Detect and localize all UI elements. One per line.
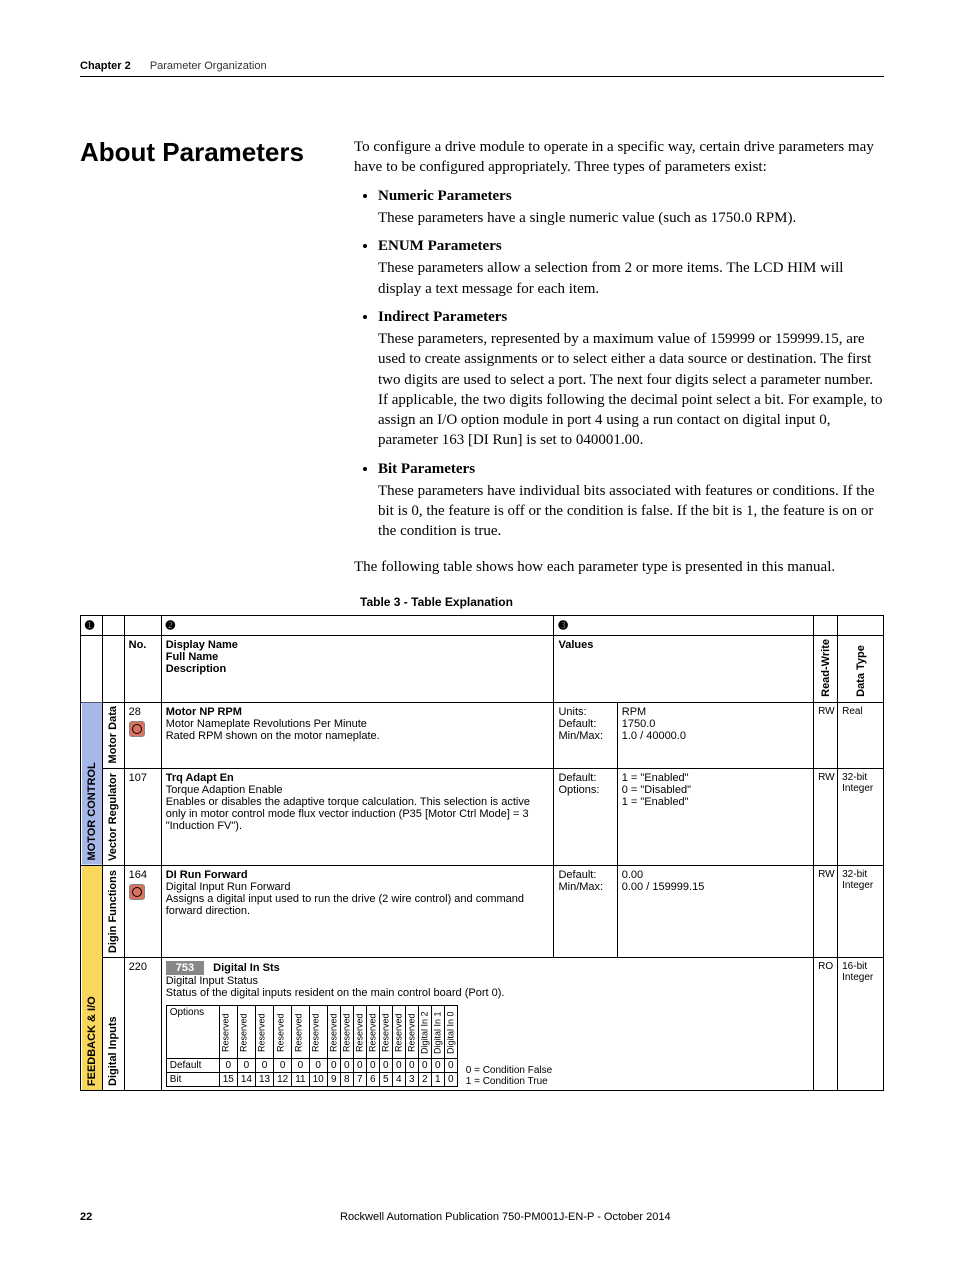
link-icon (129, 884, 145, 900)
value-keys: Units: Default: Min/Max: (554, 702, 617, 768)
bit-options-label: Options (166, 1006, 219, 1059)
value-vals: RPM 1750.0 1.0 / 40000.0 (617, 702, 813, 768)
blank (124, 615, 161, 635)
type-desc: These parameters allow a selection from … (378, 258, 884, 299)
dt: 16-bit Integer (838, 958, 884, 1091)
subgroup-vector-regulator: Vector Regulator (102, 769, 124, 866)
intro-text: To configure a drive module to operate i… (354, 139, 874, 175)
param-desc: Trq Adapt En Torque Adaption Enable Enab… (161, 769, 554, 866)
value-keys: Default: Min/Max: (554, 866, 617, 958)
col-dt: Data Type (838, 635, 884, 702)
publication-info: Rockwell Automation Publication 750-PM00… (340, 1211, 884, 1223)
blank (838, 615, 884, 635)
bit-default-label: Default (166, 1059, 219, 1073)
link-icon (129, 721, 145, 737)
header-title: Parameter Organization (150, 60, 267, 72)
type-name: Bit Parameters (378, 461, 475, 477)
page-number: 22 (80, 1211, 340, 1223)
list-item: Numeric Parameters These parameters have… (378, 186, 884, 229)
dt: Real (838, 702, 884, 768)
bit-table: Options Reserved Reserved Reserved Reser… (166, 1005, 458, 1087)
list-item: Indirect Parameters These parameters, re… (378, 307, 884, 451)
blank (81, 635, 103, 702)
page-header: Chapter 2 Parameter Organization (80, 60, 884, 77)
param-desc: Motor NP RPM Motor Nameplate Revolutions… (161, 702, 554, 768)
group-motor-control: MOTOR CONTROL (81, 702, 103, 865)
col-display-name: Display Name Full Name Description (161, 635, 554, 702)
intro-block: To configure a drive module to operate i… (354, 137, 884, 577)
rw: RW (814, 866, 838, 958)
type-name: Indirect Parameters (378, 309, 507, 325)
param-no: 164 (124, 866, 161, 958)
param-no: 107 (124, 769, 161, 866)
value-vals: 0.00 0.00 / 159999.15 (617, 866, 813, 958)
param-no: 220 (124, 958, 161, 1091)
subgroup-digital-inputs: Digital Inputs (102, 958, 124, 1091)
type-desc: These parameters have a single numeric v… (378, 208, 884, 228)
section-title: About Parameters (80, 137, 330, 577)
table-caption: Table 3 - Table Explanation (360, 595, 884, 609)
param-desc: DI Run Forward Digital Input Run Forward… (161, 866, 554, 958)
col-no: No. (124, 635, 161, 702)
param-type-list: Numeric Parameters These parameters have… (354, 186, 884, 542)
bit-bit-label: Bit (166, 1073, 219, 1087)
marker-2: ➋ (161, 615, 554, 635)
page-footer: 22 Rockwell Automation Publication 750-P… (80, 1211, 884, 1223)
type-desc: These parameters, represented by a maxim… (378, 329, 884, 451)
subgroup-digin-functions: Digin Functions (102, 866, 124, 958)
drive-chip: 753 (166, 961, 204, 975)
blank (102, 635, 124, 702)
marker-3: ➌ (554, 615, 814, 635)
value-vals: 1 = "Enabled" 0 = "Disabled" 1 = "Enable… (617, 769, 813, 866)
param-no: 28 (124, 702, 161, 768)
marker-1: ➊ (81, 615, 103, 635)
type-name: ENUM Parameters (378, 238, 502, 254)
subgroup-motor-data: Motor Data (102, 702, 124, 768)
list-item: Bit Parameters These parameters have ind… (378, 459, 884, 542)
param-desc: 753 Digital In Sts Digital Input Status … (161, 958, 813, 1091)
group-feedback-io: FEEDBACK & I/O (81, 866, 103, 1091)
value-keys: Default: Options: (554, 769, 617, 866)
type-desc: These parameters have individual bits as… (378, 481, 884, 542)
list-item: ENUM Parameters These parameters allow a… (378, 236, 884, 299)
dt: 32-bit Integer (838, 866, 884, 958)
blank (102, 615, 124, 635)
rw: RW (814, 702, 838, 768)
dt: 32-bit Integer (838, 769, 884, 866)
type-name: Numeric Parameters (378, 188, 512, 204)
blank (814, 615, 838, 635)
col-rw: Read-Write (814, 635, 838, 702)
col-values: Values (554, 635, 814, 702)
rw: RO (814, 958, 838, 1091)
condition-legend: 0 = Condition False 1 = Condition True (466, 1065, 552, 1087)
param-table: ➊ ➋ ➌ No. Display Name Full Name Descrip… (80, 615, 884, 1091)
following-text: The following table shows how each param… (354, 557, 884, 577)
rw: RW (814, 769, 838, 866)
chapter-label: Chapter 2 (80, 60, 131, 72)
